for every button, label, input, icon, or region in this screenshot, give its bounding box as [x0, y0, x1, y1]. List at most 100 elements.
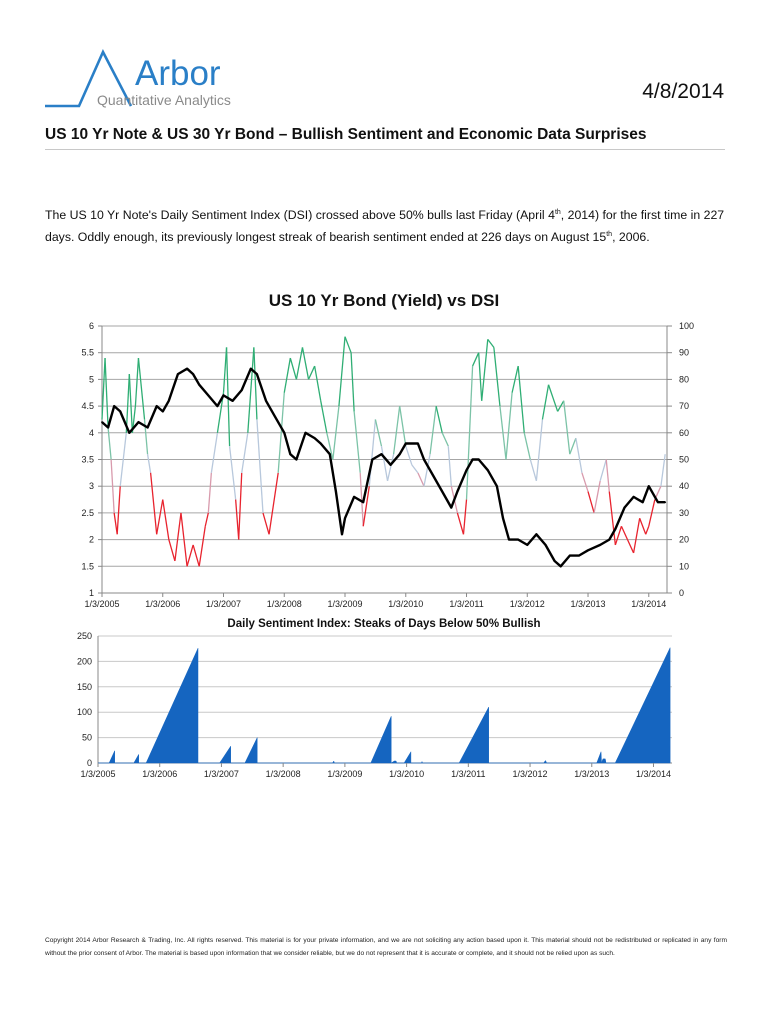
dsi-segment: [359, 472, 364, 527]
yield-point: [371, 458, 374, 461]
paragraph-text: , 2014) for the first time in 227 days. …: [45, 208, 725, 245]
yield-point: [465, 469, 468, 472]
y-tick-label: 50: [82, 733, 92, 743]
y-left-tick-label: 2.5: [81, 508, 94, 518]
dsi-segment: [493, 347, 501, 407]
dsi-segment: [441, 432, 449, 447]
ordinal-suffix: th: [554, 209, 561, 216]
yield-point: [623, 506, 626, 509]
dsi-segment: [660, 454, 666, 487]
x-tick-label: 1/3/2013: [570, 599, 605, 609]
dsi-segment: [128, 374, 134, 433]
dsi-segment: [626, 539, 635, 554]
yield-point: [222, 394, 225, 397]
ordinal-suffix: th: [606, 231, 613, 239]
x-tick-label: 1/3/2011: [449, 599, 483, 609]
dsi-segment: [295, 347, 304, 380]
logo-subtitle: Quantitative Analytics: [97, 92, 231, 108]
yield-point: [231, 399, 234, 402]
yield-point: [362, 501, 365, 504]
yield-vs-dsi-chart: 11.522.533.544.555.560102030405060708090…: [81, 321, 694, 609]
yield-point: [283, 431, 286, 434]
yield-point: [559, 565, 562, 568]
dsi-segment: [228, 446, 237, 500]
dsi-segment: [119, 432, 127, 487]
yield-point: [341, 533, 343, 536]
x-tick-label: 1/3/2007: [206, 599, 241, 609]
dsi-segment: [313, 365, 322, 401]
yield-point: [161, 410, 164, 413]
y-left-tick-label: 3.5: [81, 455, 94, 465]
y-tick-label: 100: [77, 707, 92, 717]
yield-point: [608, 538, 611, 541]
dsi-segment: [648, 499, 656, 527]
yield-point: [441, 490, 444, 493]
yield-point: [207, 394, 210, 397]
streak-area: [98, 647, 671, 764]
yield-point: [334, 490, 337, 493]
dsi-segment: [207, 472, 213, 513]
dsi-streak-chart: 0 50 100 150 200 250 1/3/2005 1/3/2006 1/3/2007 1…: [77, 631, 672, 779]
yield-point: [477, 458, 480, 461]
x-tick-label: 1/3/2007: [204, 769, 239, 779]
y-left-tick-label: 1: [89, 588, 94, 598]
dsi-segment: [587, 491, 595, 514]
yield-point: [471, 458, 474, 461]
yield-point: [656, 501, 659, 504]
x-tick-label: 1/3/2014: [636, 769, 671, 779]
dsi-segment: [283, 357, 291, 393]
dsi-segment: [353, 411, 361, 473]
dsi-segment: [338, 336, 346, 407]
dsi-segment: [608, 491, 617, 546]
yield-point: [319, 442, 322, 445]
dsi-series: [101, 336, 666, 567]
dsi-segment: [639, 518, 647, 535]
yield-point: [155, 405, 158, 407]
yield-point: [647, 485, 650, 488]
dsi-segment: [429, 406, 437, 455]
y-left-tick-label: 6: [89, 321, 94, 331]
x-tick-label: 1/3/2008: [266, 769, 301, 779]
y-left-tick-label: 3: [89, 481, 94, 491]
logo-peak-icon: [45, 49, 133, 108]
yield-point: [328, 453, 331, 456]
dsi-segment: [599, 459, 607, 482]
yield-point: [146, 426, 149, 429]
yield-point: [128, 431, 131, 434]
dsi-segment: [344, 336, 352, 353]
dsi-segment: [632, 518, 641, 554]
dsi-segment: [210, 432, 219, 473]
yield-chart-title: US 10 Yr Bond (Yield) vs DSI: [268, 291, 500, 310]
yield-point: [456, 490, 459, 493]
yield-point: [398, 453, 401, 456]
x-tick-label: 1/3/2005: [80, 769, 115, 779]
dsi-segment: [350, 352, 355, 412]
dsi-segment: [204, 512, 209, 527]
yield-point: [101, 421, 103, 424]
x-tick-label: 1/3/2011: [451, 769, 485, 779]
dsi-segment: [456, 512, 465, 535]
dsi-segment: [320, 400, 328, 433]
dsi-segment: [134, 357, 140, 407]
y-left-tick-label: 4.5: [81, 401, 94, 411]
dsi-segment: [614, 526, 623, 546]
y-left-tick-label: 2: [89, 535, 94, 545]
dsi-segment: [374, 419, 383, 447]
dsi-segment: [505, 392, 513, 460]
yield-point: [535, 533, 538, 536]
yield-point: [137, 421, 140, 424]
dsi-segment: [423, 454, 431, 487]
yield-point: [578, 554, 580, 557]
x-tick-label: 1/3/2014: [631, 599, 666, 609]
dsi-segment: [186, 544, 194, 567]
y-right-tick-label: 100: [679, 321, 694, 331]
y-left-tick-label: 1.5: [81, 561, 94, 571]
dsi-segment: [146, 454, 152, 473]
dsi-segment: [192, 544, 200, 567]
yield-point: [502, 517, 504, 520]
dsi-segment: [411, 464, 419, 474]
dsi-segment: [447, 446, 452, 487]
dsi-segment: [368, 419, 377, 487]
yield-point: [568, 554, 571, 557]
dsi-segment: [462, 499, 468, 535]
